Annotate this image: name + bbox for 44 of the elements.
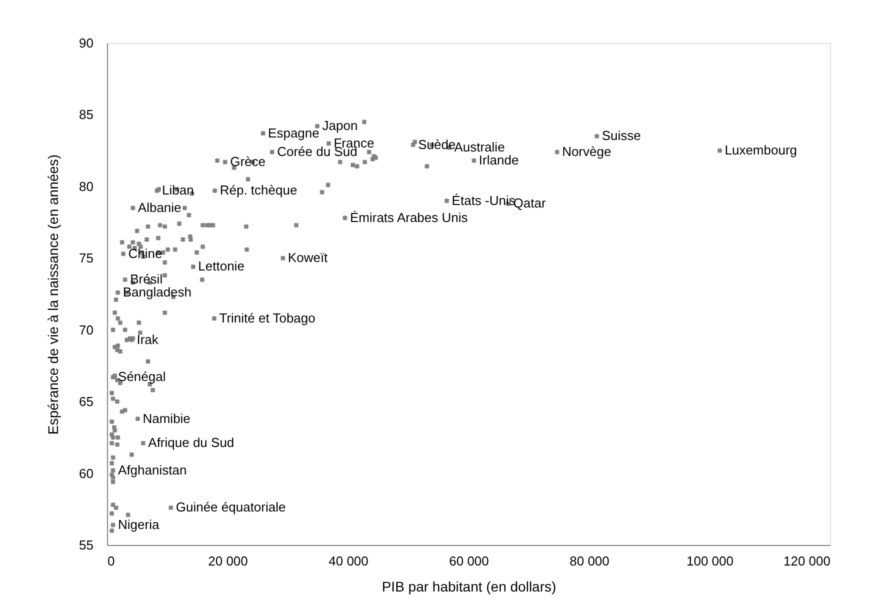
annotation: Grèce [230, 154, 266, 170]
x-tick-label: 80 000 [570, 554, 610, 568]
annotation: Japon [322, 118, 358, 134]
annotation: Bangladesh [122, 284, 192, 300]
x-tick-label: 60 000 [449, 554, 489, 568]
annotation: Irlande [478, 152, 519, 168]
x-tick-label: 120 000 [784, 554, 830, 568]
y-tick-label: 85 [79, 107, 94, 122]
annotation: Norvège [562, 144, 612, 160]
x-tick-label: 20 000 [208, 554, 248, 568]
annotation: Irak [136, 332, 159, 347]
y-axis-title: Espérance de vie à la naissance (en années) [45, 154, 62, 435]
x-tick-label: 40 000 [328, 554, 368, 568]
y-tick-label: 90 [79, 36, 94, 50]
annotation: Sénégal [118, 369, 166, 384]
annotation: Namibie [142, 410, 190, 426]
annotation: Rép. tchèque [220, 182, 298, 198]
y-tick-label: 70 [79, 322, 94, 338]
x-tick-label: 0 [108, 554, 115, 568]
y-tick-label: 80 [79, 178, 94, 194]
x-tick-label: 100 000 [686, 554, 734, 568]
y-tick-label: 65 [79, 394, 94, 410]
annotation: Afrique du Sud [148, 435, 234, 450]
annotation: Albanie [138, 200, 182, 215]
annotation: Nigeria [118, 516, 160, 532]
annotation: Afghanistan [118, 462, 187, 478]
y-tick-label: 60 [79, 466, 94, 481]
y-tick-label: 55 [79, 538, 94, 552]
annotation: Brésil [130, 272, 163, 287]
annotation: Liban [162, 182, 194, 198]
x-axis-title: PIB par habitant (en dollars) [382, 578, 556, 594]
annotation: Australie [454, 140, 505, 155]
annotation: Koweït [288, 250, 328, 266]
annotation: Guinée équatoriale [176, 500, 286, 515]
annotation: Espagne [268, 125, 320, 140]
annotation: Trinité et Tobago [219, 310, 316, 326]
annotation: Suisse [602, 128, 641, 144]
annotation: États -Unis [452, 192, 516, 208]
annotation: Lettonie [198, 258, 244, 274]
annotation: Chine [128, 246, 162, 261]
annotation: Qatar [513, 196, 546, 211]
annotation: Émirats Arabes Unis [350, 210, 468, 225]
y-tick-label: 75 [79, 250, 94, 266]
annotation: Luxembourg [724, 142, 798, 158]
